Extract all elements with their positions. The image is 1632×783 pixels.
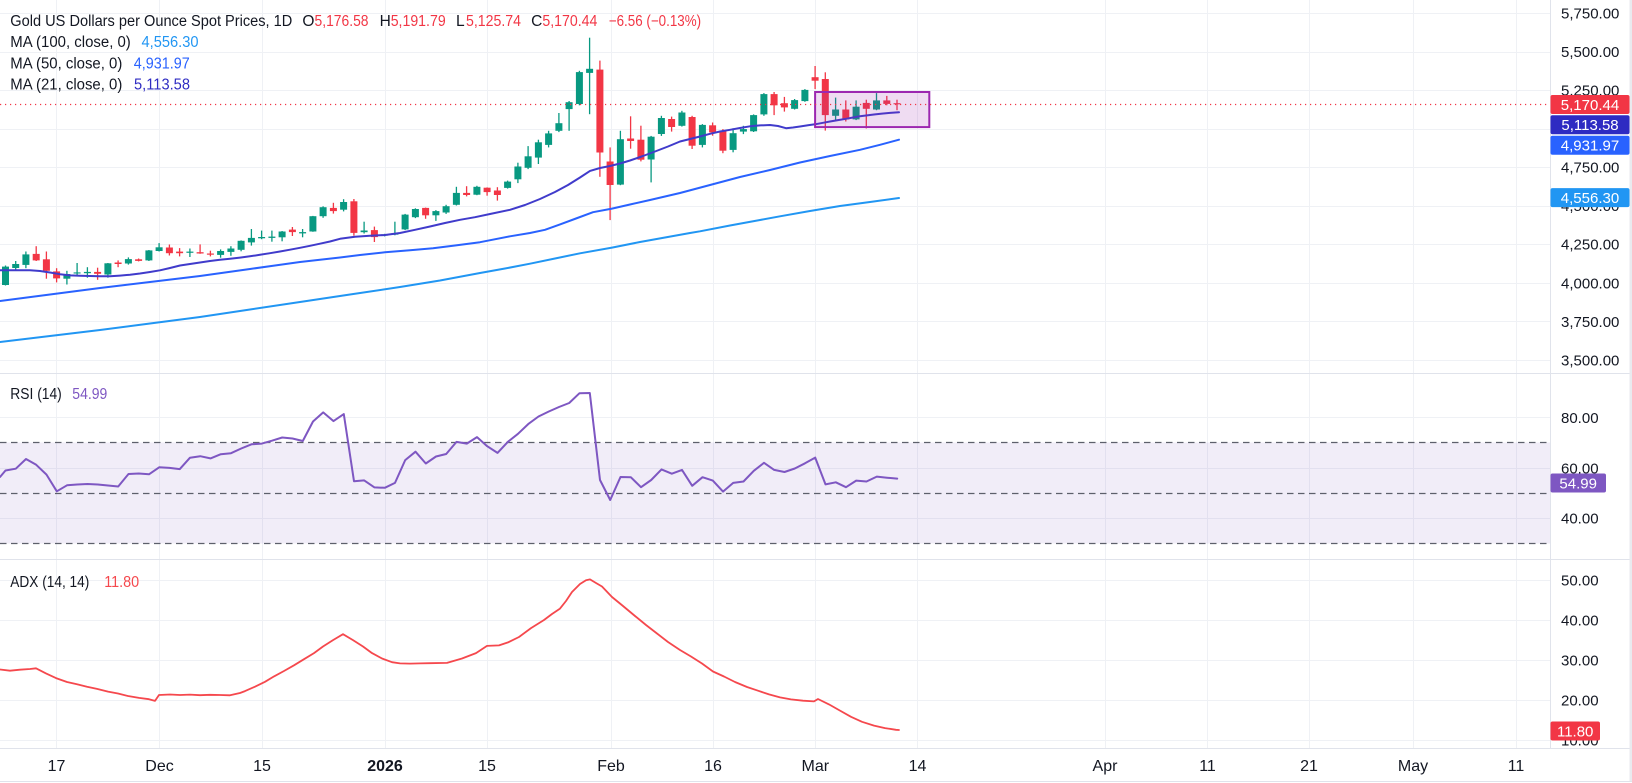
svg-text:3,500.00: 3,500.00	[1561, 352, 1619, 369]
svg-text:−6.56 (−0.13%): −6.56 (−0.13%)	[609, 13, 701, 30]
svg-text:11: 11	[1199, 758, 1216, 775]
svg-text:15: 15	[478, 758, 496, 775]
svg-text:Gold US Dollars per Ounce Spot: Gold US Dollars per Ounce Spot Prices, 1…	[10, 13, 292, 30]
svg-text:ADX (14, 14): ADX (14, 14)	[10, 574, 89, 591]
svg-text:11: 11	[1508, 758, 1525, 775]
svg-text:C: C	[531, 13, 542, 30]
svg-text:May: May	[1398, 758, 1428, 775]
svg-text:3,750.00: 3,750.00	[1561, 314, 1619, 331]
svg-text:MA (50, close, 0): MA (50, close, 0)	[10, 56, 122, 73]
svg-text:Feb: Feb	[597, 758, 625, 775]
svg-text:Apr: Apr	[1093, 758, 1119, 775]
svg-text:4,250.00: 4,250.00	[1561, 237, 1619, 254]
svg-text:80.00: 80.00	[1561, 410, 1599, 427]
svg-text:11.80: 11.80	[104, 574, 139, 591]
svg-text:4,000.00: 4,000.00	[1561, 275, 1619, 292]
svg-text:40.00: 40.00	[1561, 612, 1599, 629]
svg-text:RSI (14): RSI (14)	[10, 386, 62, 403]
svg-text:5,500.00: 5,500.00	[1561, 44, 1619, 61]
svg-text:21: 21	[1300, 758, 1318, 775]
svg-text:H: H	[380, 13, 391, 30]
svg-text:40.00: 40.00	[1561, 511, 1599, 528]
svg-text:4,556.30: 4,556.30	[142, 34, 199, 51]
svg-text:4,931.97: 4,931.97	[134, 56, 190, 73]
svg-text:11.80: 11.80	[1557, 723, 1593, 740]
svg-text:5,750.00: 5,750.00	[1561, 5, 1619, 22]
svg-text:MA (21, close, 0): MA (21, close, 0)	[10, 76, 122, 93]
svg-text:L: L	[456, 13, 465, 30]
svg-text:O: O	[302, 13, 314, 30]
svg-text:5,191.79: 5,191.79	[391, 13, 446, 30]
svg-text:5,170.44: 5,170.44	[1561, 97, 1619, 114]
svg-text:54.99: 54.99	[72, 386, 107, 403]
svg-text:5,170.44: 5,170.44	[542, 13, 597, 30]
svg-text:4,931.97: 4,931.97	[1561, 138, 1619, 155]
svg-text:54.99: 54.99	[1559, 475, 1597, 492]
svg-text:17: 17	[48, 758, 66, 775]
svg-text:5,113.58: 5,113.58	[134, 76, 190, 93]
svg-text:5,125.74: 5,125.74	[466, 13, 521, 30]
svg-text:16: 16	[704, 758, 722, 775]
svg-text:Mar: Mar	[802, 758, 830, 775]
svg-text:4,556.30: 4,556.30	[1561, 190, 1619, 207]
svg-text:4,750.00: 4,750.00	[1561, 160, 1619, 177]
svg-text:30.00: 30.00	[1561, 652, 1599, 669]
svg-text:14: 14	[909, 758, 927, 775]
svg-text:15: 15	[253, 758, 271, 775]
svg-text:Dec: Dec	[145, 758, 173, 775]
svg-text:60.00: 60.00	[1561, 460, 1599, 477]
svg-text:5,113.58: 5,113.58	[1561, 117, 1618, 134]
svg-text:5,176.58: 5,176.58	[315, 13, 369, 30]
svg-text:2026: 2026	[367, 758, 403, 775]
svg-text:20.00: 20.00	[1561, 692, 1599, 709]
svg-text:MA (100, close, 0): MA (100, close, 0)	[10, 34, 131, 51]
svg-text:50.00: 50.00	[1561, 572, 1599, 589]
